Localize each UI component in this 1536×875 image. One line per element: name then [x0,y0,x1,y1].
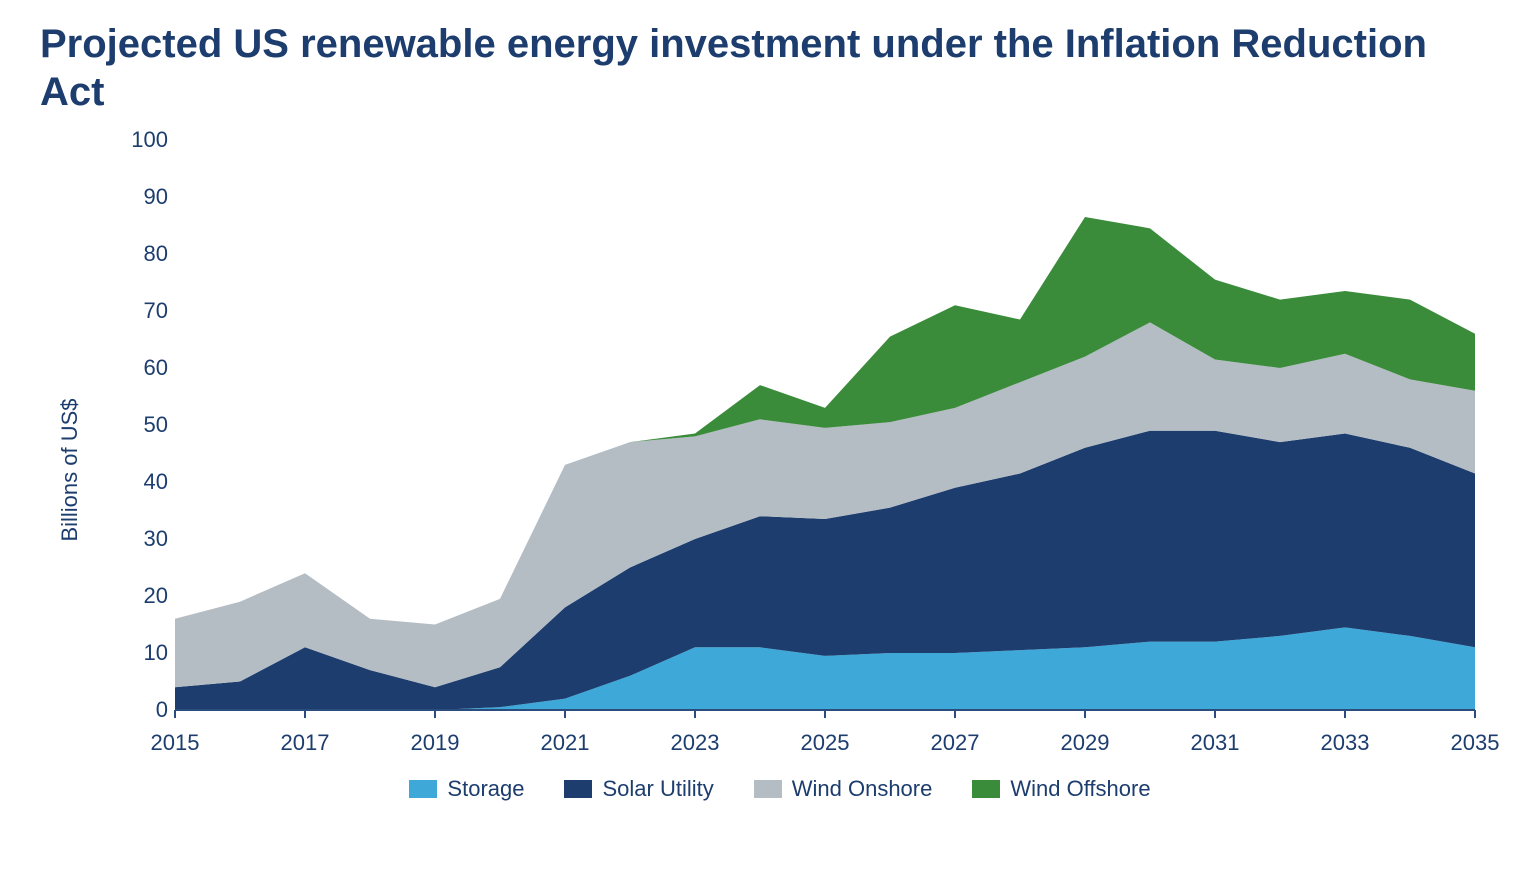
legend-label: Solar Utility [602,776,713,802]
stacked-area-plot [60,130,1495,730]
legend-item-solar-utility: Solar Utility [564,776,713,802]
chart-title: Projected US renewable energy investment… [40,20,1440,116]
chart-container: Projected US renewable energy investment… [0,0,1536,875]
x-tick-label: 2015 [151,730,200,756]
x-tick-label: 2029 [1061,730,1110,756]
legend-label: Wind Onshore [792,776,933,802]
x-tick-label: 2027 [931,730,980,756]
x-tick-label: 2031 [1191,730,1240,756]
legend: Storage Solar Utility Wind Onshore Wind Off… [60,776,1500,802]
legend-label: Storage [447,776,524,802]
legend-item-wind-offshore: Wind Offshore [972,776,1150,802]
legend-swatch [409,780,437,798]
legend-swatch [564,780,592,798]
legend-item-storage: Storage [409,776,524,802]
x-tick-label: 2035 [1451,730,1500,756]
x-tick-label: 2017 [281,730,330,756]
plot-wrap: Billions of US$ 0102030405060708090100 2… [60,130,1500,810]
x-tick-label: 2023 [671,730,720,756]
x-tick-label: 2025 [801,730,850,756]
legend-label: Wind Offshore [1010,776,1150,802]
legend-swatch [754,780,782,798]
legend-swatch [972,780,1000,798]
x-tick-label: 2033 [1321,730,1370,756]
x-tick-label: 2019 [411,730,460,756]
x-tick-label: 2021 [541,730,590,756]
legend-item-wind-onshore: Wind Onshore [754,776,933,802]
